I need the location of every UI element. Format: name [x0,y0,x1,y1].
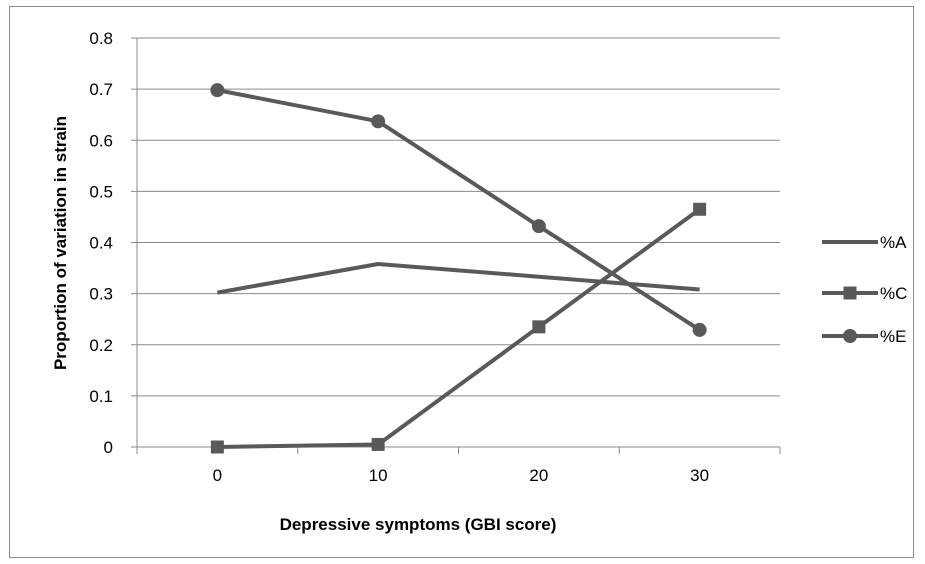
data-point-e [210,83,225,98]
data-point-c [210,440,224,454]
y-tick-label: 0.1 [89,387,113,406]
x-tick-label: 10 [369,466,388,485]
legend-label-a: %A [880,233,907,252]
legend-label-c: %C [880,284,907,303]
data-point-e [692,322,707,337]
y-tick-label: 0.2 [89,336,113,355]
tick-labels: 0 0.1 0.2 0.3 0.4 0.5 0.6 0.7 0.8 0 10 20 30 [89,29,709,485]
data-point-e [371,114,386,129]
series-line-c [217,207,701,449]
series-lines [216,88,701,449]
legend-marker-e [843,329,857,343]
series-line-e [216,88,701,332]
y-tick-label: 0.4 [89,234,113,253]
gridlines [137,37,780,397]
y-axis-title: Proportion of variation in strain [51,116,70,370]
y-tick-label: 0.6 [89,131,113,150]
x-tick-label: 30 [690,466,709,485]
data-point-c [532,320,546,334]
data-point-c [693,202,707,216]
x-tick-label: 20 [529,466,548,485]
y-tick-label: 0 [104,438,113,457]
data-point-c [371,437,385,451]
legend-marker-c [843,286,857,300]
chart-frame [9,6,914,558]
series-line-a [217,261,700,295]
y-tick-label: 0.3 [89,285,113,304]
y-tick-label: 0.8 [89,29,113,48]
x-axis-title: Depressive symptoms (GBI score) [280,515,557,534]
y-tick-label: 0.5 [89,182,113,201]
axes [131,37,781,454]
legend: %A %C %E [822,233,907,346]
data-point-e [531,219,546,234]
x-tick-label: 0 [213,466,222,485]
series-markers [210,83,707,454]
legend-label-e: %E [880,327,906,346]
y-tick-label: 0.7 [89,80,113,99]
